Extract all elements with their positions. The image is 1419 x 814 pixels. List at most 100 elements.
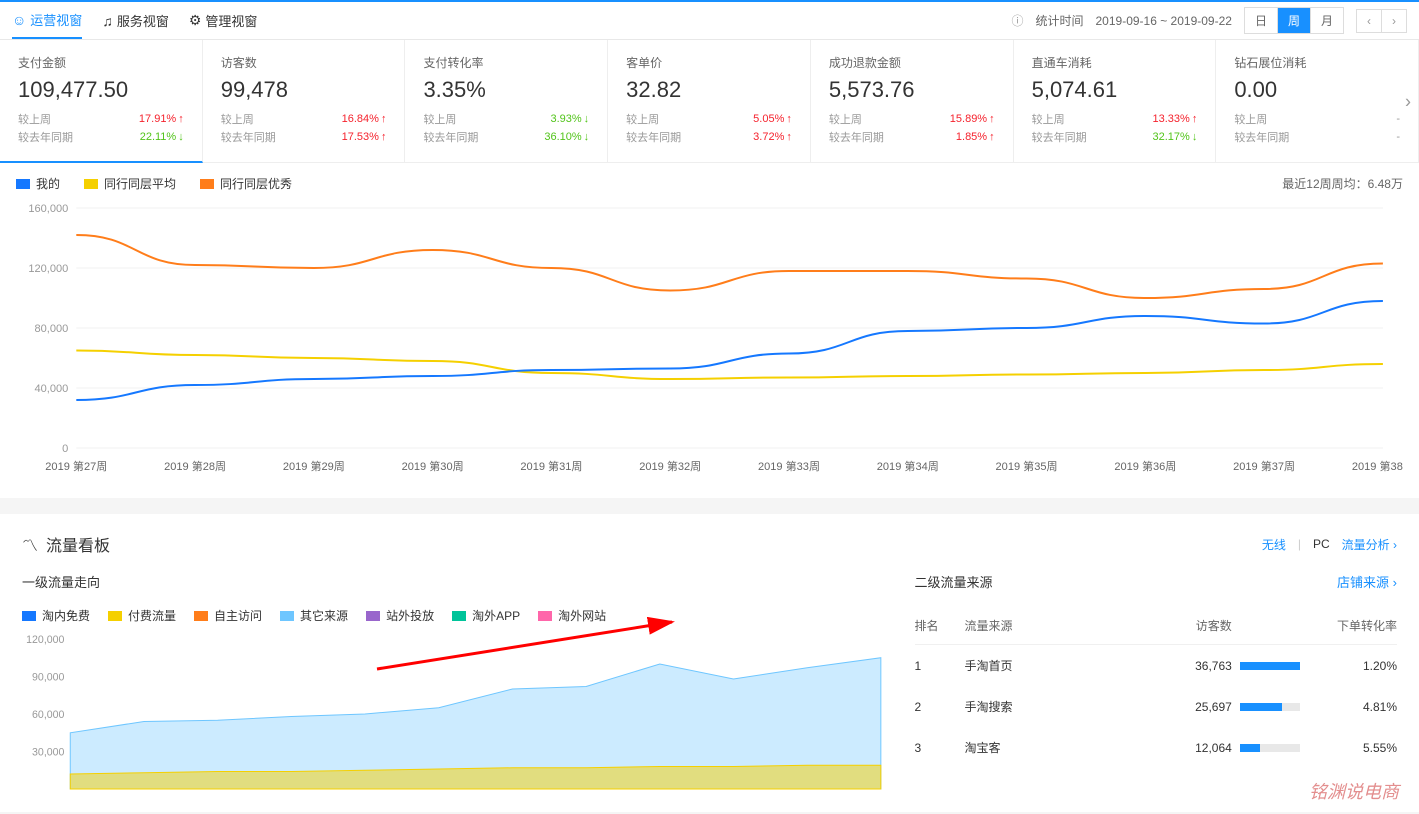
compare-pct: 32.17% <box>1153 129 1198 145</box>
tab-label: 运营视窗 <box>30 10 82 29</box>
tab-wireless[interactable]: 无线 <box>1262 536 1286 553</box>
metric-title: 成功退款金额 <box>829 54 995 71</box>
compare-pct: 3.72% <box>753 129 792 145</box>
svg-text:2019 第34周: 2019 第34周 <box>877 459 939 473</box>
compare-pct: 17.91% <box>139 111 184 127</box>
svg-text:2019 第30周: 2019 第30周 <box>402 459 464 473</box>
area-legend-item[interactable]: 站外投放 <box>366 607 434 624</box>
metric-card[interactable]: 成功退款金额 5,573.76 较上周15.89% 较去年同期1.85% <box>811 40 1014 163</box>
headset-icon: ♫ <box>102 13 113 29</box>
compare-pct: 15.89% <box>950 111 995 127</box>
tab-label: 管理视窗 <box>205 11 257 30</box>
cell-conversion: 5.55% <box>1300 741 1397 755</box>
tab-pc[interactable]: PC <box>1313 537 1330 551</box>
tab-service[interactable]: ♫ 服务视窗 <box>102 2 169 39</box>
manage-icon: ⚙ <box>189 12 202 29</box>
stat-label: 统计时间 <box>1035 12 1083 29</box>
svg-text:2019 第35周: 2019 第35周 <box>996 459 1058 473</box>
link-store-source[interactable]: 店铺来源 › <box>1337 572 1397 591</box>
svg-text:60,000: 60,000 <box>32 709 64 721</box>
compare-label: 较上周 <box>829 111 862 127</box>
chat-icon: ☺ <box>12 12 26 28</box>
top-tabs: ☺ 运营视窗 ♫ 服务视窗 ⚙ 管理视窗 <box>12 2 257 39</box>
compare-label: 较上周 <box>18 111 51 127</box>
area-legend-item[interactable]: 自主访问 <box>194 607 262 624</box>
svg-text:160,000: 160,000 <box>28 203 68 215</box>
cell-conversion: 4.81% <box>1300 700 1397 714</box>
cell-source: 手淘首页 <box>965 657 1111 674</box>
metric-card[interactable]: 直通车消耗 5,074.61 较上周13.33% 较去年同期32.17% <box>1014 40 1217 163</box>
period-month[interactable]: 月 <box>1311 8 1343 33</box>
date-range: 2019-09-16 ~ 2019-09-22 <box>1096 14 1232 28</box>
compare-label: 较上周 <box>1234 111 1267 127</box>
link-traffic-analysis[interactable]: 流量分析 › <box>1342 536 1397 553</box>
svg-text:2019 第31周: 2019 第31周 <box>520 459 582 473</box>
metric-value: 5,573.76 <box>829 77 995 103</box>
area-legend-item[interactable]: 其它来源 <box>280 607 348 624</box>
watermark: 铭渊说电商 <box>1309 778 1399 804</box>
legend-mine[interactable]: 我的 <box>16 175 60 192</box>
cell-visitors: 12,064 <box>1110 741 1240 755</box>
visitor-bar <box>1240 703 1300 711</box>
table-row[interactable]: 2 手淘搜索 25,697 4.81% <box>915 686 1398 727</box>
svg-text:2019 第29周: 2019 第29周 <box>283 459 345 473</box>
compare-label: 较去年同期 <box>423 129 478 145</box>
cell-source: 手淘搜索 <box>965 698 1111 715</box>
svg-text:2019 第38周: 2019 第38周 <box>1352 459 1403 473</box>
area-legend-item[interactable]: 淘外APP <box>452 607 520 624</box>
legend-peer-top[interactable]: 同行同层优秀 <box>200 175 292 192</box>
compare-label: 较去年同期 <box>626 129 681 145</box>
compare-label: 较上周 <box>423 111 456 127</box>
legend-peer-avg[interactable]: 同行同层平均 <box>84 175 176 192</box>
metric-card[interactable]: 钻石展位消耗 0.00 较上周- 较去年同期- <box>1216 40 1419 163</box>
metric-card[interactable]: 支付金额 109,477.50 较上周17.91% 较去年同期22.11% <box>0 40 203 163</box>
metric-title: 客单价 <box>626 54 792 71</box>
cell-rank: 2 <box>915 700 965 714</box>
metric-card[interactable]: 客单价 32.82 较上周5.05% 较去年同期3.72% <box>608 40 811 163</box>
next-arrow[interactable]: › <box>1382 10 1406 32</box>
compare-pct: 3.93% <box>550 111 589 127</box>
area-chart-legend: 淘内免费 付费流量 自主访问 其它来源 站外投放 淘外APP 淘外网站 <box>22 607 891 624</box>
compare-label: 较去年同期 <box>18 129 73 145</box>
svg-text:40,000: 40,000 <box>34 383 68 395</box>
compare-label: 较去年同期 <box>221 129 276 145</box>
visitor-bar <box>1240 662 1300 670</box>
compare-pct: 17.53% <box>342 129 387 145</box>
cell-visitors: 25,697 <box>1110 700 1240 714</box>
table-header: 排名 流量来源 访客数 下单转化率 <box>915 607 1398 645</box>
table-row[interactable]: 1 手淘首页 36,763 1.20% <box>915 645 1398 686</box>
tab-operations[interactable]: ☺ 运营视窗 <box>12 2 82 39</box>
metric-card[interactable]: 支付转化率 3.35% 较上周3.93% 较去年同期36.10% <box>405 40 608 163</box>
metric-card[interactable]: 访客数 99,478 较上周16.84% 较去年同期17.53% <box>203 40 406 163</box>
traffic-trend: 一级流量走向 淘内免费付费流量自主访问其它来源站外投放淘外APP淘外网站 30,… <box>22 572 891 794</box>
svg-text:90,000: 90,000 <box>32 671 64 683</box>
chart-icon: 〽 <box>22 532 38 556</box>
compare-pct: 5.05% <box>753 111 792 127</box>
svg-text:2019 第28周: 2019 第28周 <box>164 459 226 473</box>
tab-manage[interactable]: ⚙ 管理视窗 <box>189 2 258 39</box>
table-row[interactable]: 3 淘宝客 12,064 5.55% <box>915 727 1398 768</box>
avg-text: 最近12周周均：6.48万 <box>1282 175 1403 192</box>
area-legend-item[interactable]: 淘外网站 <box>538 607 606 624</box>
area-legend-item[interactable]: 淘内免费 <box>22 607 90 624</box>
visitor-bar <box>1240 744 1300 752</box>
period-day[interactable]: 日 <box>1245 8 1278 33</box>
compare-pct: 22.11% <box>140 129 184 145</box>
compare-label: 较上周 <box>1032 111 1065 127</box>
info-icon[interactable]: ⓘ <box>1011 12 1023 29</box>
chart-legend: 我的 同行同层平均 同行同层优秀 <box>16 175 292 192</box>
traffic-source-title: 二级流量来源 <box>915 572 993 591</box>
period-week[interactable]: 周 <box>1278 8 1311 33</box>
svg-text:2019 第36周: 2019 第36周 <box>1114 459 1176 473</box>
metric-title: 直通车消耗 <box>1032 54 1198 71</box>
svg-text:120,000: 120,000 <box>28 263 68 275</box>
prev-arrow[interactable]: ‹ <box>1357 10 1382 32</box>
area-legend-item[interactable]: 付费流量 <box>108 607 176 624</box>
compare-pct: 13.33% <box>1153 111 1198 127</box>
metrics-next-icon[interactable]: › <box>1405 91 1411 112</box>
metric-title: 支付转化率 <box>423 54 589 71</box>
svg-text:80,000: 80,000 <box>34 323 68 335</box>
compare-pct: - <box>1396 111 1400 127</box>
col-rank: 排名 <box>915 617 965 634</box>
separator: | <box>1298 537 1301 551</box>
